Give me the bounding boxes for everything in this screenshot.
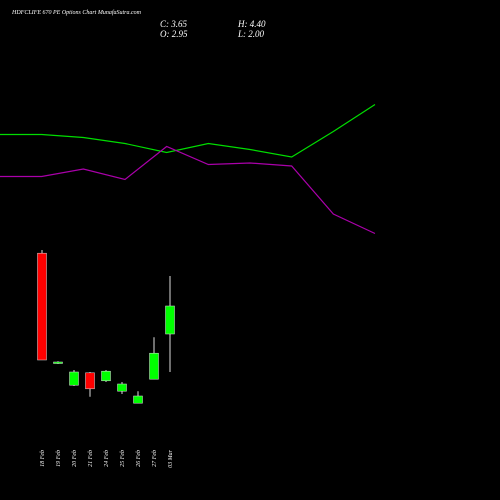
low-label: L: 2.00 (237, 29, 265, 39)
x-tick-label: 03 Mar (168, 449, 174, 467)
candle-body (117, 383, 127, 392)
x-tick-label: 25 Feb (120, 450, 126, 467)
candle-body (53, 361, 63, 364)
high-label: H: 4.40 (237, 19, 266, 29)
chart-title: HDFCLIFE 670 PE Options Chart MunafaSutr… (11, 9, 142, 16)
x-tick-label: 19 Feb (56, 450, 62, 467)
open-label: O: 2.95 (160, 29, 188, 39)
indicator-line (0, 103, 376, 158)
candle-body (149, 352, 159, 380)
indicator-line (0, 145, 376, 235)
close-label: C: 3.65 (160, 19, 188, 29)
x-tick-label: 21 Feb (88, 450, 94, 467)
x-tick-label: 18 Feb (40, 450, 46, 467)
x-tick-label: 20 Feb (72, 450, 78, 467)
candle-body (165, 305, 175, 335)
x-tick-label: 27 Feb (152, 450, 158, 467)
candle-body (69, 371, 79, 386)
candle-body (85, 372, 95, 390)
candle-body (101, 370, 111, 382)
candle-body (37, 252, 47, 361)
x-tick-label: 26 Feb (136, 450, 142, 467)
x-tick-label: 24 Feb (103, 450, 110, 467)
candle-body (133, 395, 143, 404)
